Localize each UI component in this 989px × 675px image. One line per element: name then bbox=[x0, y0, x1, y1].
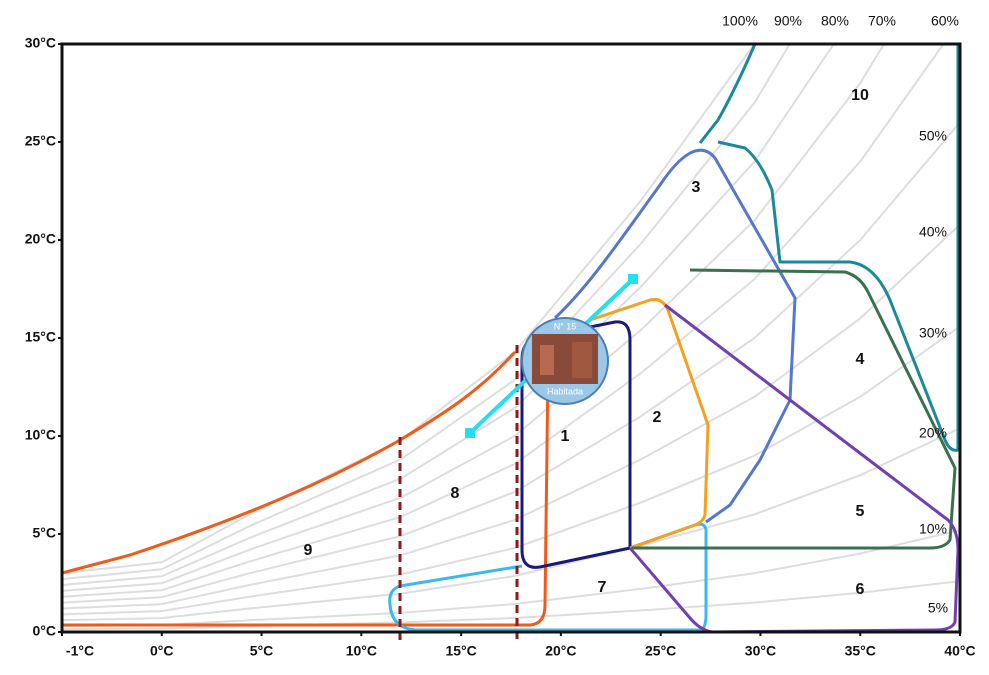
rh-label: 70% bbox=[868, 13, 896, 29]
zone-label: 5 bbox=[856, 503, 865, 520]
zone-3-outline bbox=[553, 148, 797, 524]
zone-2-outline bbox=[589, 298, 710, 550]
rh-curve bbox=[61, 43, 886, 592]
x-tick-label: 15°C bbox=[445, 643, 476, 659]
x-tick-label: 5°C bbox=[250, 643, 274, 659]
cyan-marker bbox=[465, 428, 475, 438]
x-tick-label: 20°C bbox=[545, 643, 576, 659]
zone-label: 1 bbox=[561, 428, 570, 445]
badge-photo-detail bbox=[540, 345, 554, 375]
zone-label: 8 bbox=[451, 485, 460, 502]
badge-title: N° 15 bbox=[554, 321, 577, 331]
rh-curves bbox=[61, 43, 961, 631]
rh-label: 20% bbox=[919, 425, 947, 441]
y-tick-label: 20°C bbox=[25, 231, 56, 247]
rh-curve bbox=[61, 427, 961, 622]
zone-label: 3 bbox=[692, 179, 701, 196]
rh-curve bbox=[61, 43, 945, 598]
zone-4-outline bbox=[632, 268, 957, 550]
zone-label: 6 bbox=[856, 581, 865, 598]
rh-curve bbox=[61, 43, 756, 575]
rh-curve bbox=[61, 223, 961, 610]
y-tick-label: 0°C bbox=[33, 623, 57, 639]
rh-label: 100% bbox=[722, 13, 758, 29]
rh-curve bbox=[61, 325, 961, 616]
x-tick-label: 0°C bbox=[150, 643, 174, 659]
rh-label: 5% bbox=[928, 600, 948, 616]
cyan-marker bbox=[628, 274, 638, 284]
y-tick-label: 10°C bbox=[25, 427, 56, 443]
zone-label: 10 bbox=[851, 87, 869, 104]
x-tick-label: 40°C bbox=[944, 643, 975, 659]
badge-photo-detail bbox=[572, 342, 592, 378]
y-tick-label: 25°C bbox=[25, 133, 56, 149]
zone-10-outline bbox=[698, 42, 960, 452]
zone-label: 2 bbox=[653, 409, 662, 426]
rh-label: 40% bbox=[919, 224, 947, 240]
badge-subtitle: Habitada bbox=[547, 386, 583, 396]
rh-label: 80% bbox=[821, 13, 849, 29]
rh-curve bbox=[61, 43, 792, 581]
badge: N° 15 Habitada bbox=[521, 317, 609, 405]
x-tick-label: 25°C bbox=[645, 643, 676, 659]
zone-5-outline bbox=[628, 303, 960, 634]
y-tick-label: 30°C bbox=[25, 35, 56, 51]
y-tick-label: 5°C bbox=[33, 525, 57, 541]
zone-9-outline bbox=[60, 350, 550, 627]
rh-label: 50% bbox=[919, 128, 947, 144]
zone-label: 4 bbox=[856, 351, 865, 368]
zone-7-outline bbox=[388, 522, 708, 632]
x-tick-label: 10°C bbox=[346, 643, 377, 659]
y-tick-label: 15°C bbox=[25, 329, 56, 345]
zone-label: 7 bbox=[598, 579, 607, 596]
zone-label: 9 bbox=[304, 542, 313, 559]
rh-curve bbox=[61, 529, 961, 628]
rh-curve bbox=[61, 121, 961, 604]
rh-label: 30% bbox=[919, 325, 947, 341]
rh-label: 10% bbox=[919, 521, 947, 537]
x-tick-label: 35°C bbox=[845, 643, 876, 659]
x-tick-label: 30°C bbox=[745, 643, 776, 659]
rh-label: 60% bbox=[931, 13, 959, 29]
rh-label: 90% bbox=[774, 13, 802, 29]
x-tick-label: -1°C bbox=[66, 643, 94, 659]
rh-curve bbox=[61, 43, 836, 586]
